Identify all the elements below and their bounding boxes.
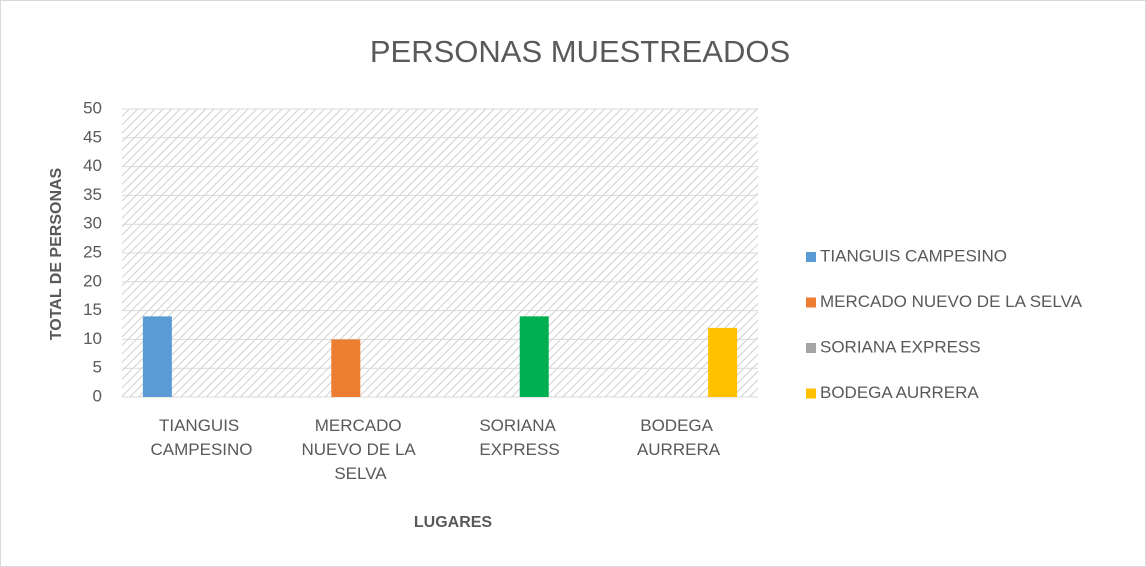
x-tick-label: BODEGA AURRERA	[637, 416, 721, 459]
legend-swatch	[806, 297, 816, 308]
y-tick-label: 5	[93, 358, 102, 377]
x-tick-label: TIANGUIS CAMPESINO	[150, 416, 252, 459]
y-tick-label: 40	[83, 156, 102, 175]
legend-swatch	[806, 388, 816, 399]
legend-swatch	[806, 252, 816, 262]
y-tick-label: 0	[93, 386, 102, 405]
x-tick-label: SORIANA EXPRESS	[479, 416, 559, 459]
legend-label: TIANGUIS CAMPESINO	[820, 246, 1007, 265]
legend-label: SORIANA EXPRESS	[820, 337, 981, 356]
legend-label: BODEGA AURRERA	[820, 383, 979, 402]
y-tick-label: 50	[83, 98, 102, 117]
y-tick-label: 15	[83, 300, 102, 319]
bar	[142, 316, 172, 397]
y-tick-label: 45	[83, 127, 102, 146]
y-tick-label: 35	[83, 185, 102, 204]
legend-swatch	[806, 343, 816, 353]
y-axis-label: TOTAL DE PERSONAS	[48, 167, 65, 340]
bar	[708, 327, 738, 397]
y-tick-label: 10	[83, 329, 102, 348]
legend-label: MERCADO NUEVO DE LA SELVA	[820, 292, 1083, 311]
y-tick-label: 30	[83, 214, 102, 233]
x-axis-label: LUGARES	[414, 514, 493, 531]
bar	[519, 316, 549, 397]
y-tick-label: 20	[83, 271, 102, 290]
bar	[331, 339, 361, 397]
chart-title: PERSONAS MUESTREADOS	[370, 34, 790, 69]
x-tick-label: MERCADO NUEVO DE LA SELVA	[301, 416, 419, 483]
y-tick-label: 25	[83, 242, 102, 261]
